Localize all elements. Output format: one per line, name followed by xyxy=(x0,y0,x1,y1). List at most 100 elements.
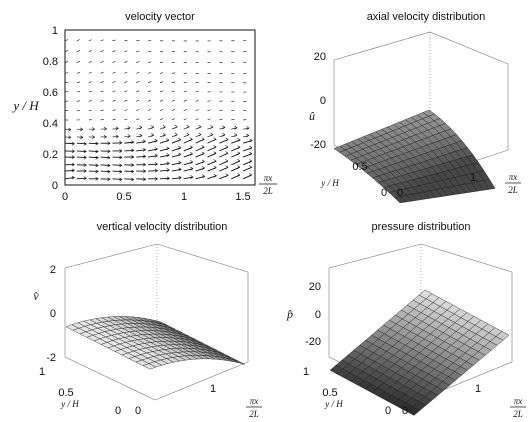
x-axis-label-den: 2L xyxy=(249,409,259,419)
velocity-arrow xyxy=(64,177,75,180)
velocity-arrow-head xyxy=(246,133,250,138)
velocity-arrow-head xyxy=(115,134,119,139)
velocity-arrow xyxy=(76,91,81,93)
velocity-arrow-head xyxy=(91,135,95,139)
x-tick: 0 xyxy=(397,187,403,199)
velocity-arrow-head xyxy=(127,126,131,130)
velocity-arrow xyxy=(136,135,143,138)
velocity-arrow xyxy=(88,50,92,52)
y-tick: 0 xyxy=(385,405,391,417)
y-axis-label: y / H xyxy=(60,399,79,409)
velocity-arrow xyxy=(88,39,92,42)
velocity-arrow-head xyxy=(237,145,241,150)
velocity-arrow-head xyxy=(71,155,75,160)
velocity-arrow xyxy=(159,139,170,144)
velocity-arrow xyxy=(112,118,116,121)
velocity-arrow xyxy=(195,118,199,121)
velocity-arrow xyxy=(64,72,69,74)
velocity-arrow xyxy=(195,175,205,180)
velocity-arrow xyxy=(76,156,87,159)
velocity-arrow-head xyxy=(71,141,75,146)
velocity-arrow-head xyxy=(83,163,87,167)
velocity-arrow-head xyxy=(213,173,217,178)
velocity-arrow xyxy=(171,177,182,180)
velocity-arrow xyxy=(243,135,250,138)
x-tick: 1 xyxy=(181,191,187,203)
y-tick: 0.4 xyxy=(43,118,58,130)
velocity-arrow-head xyxy=(131,148,135,153)
velocity-arrow-head xyxy=(154,177,158,181)
axial-velocity-cell xyxy=(483,179,496,190)
axes-box-3 xyxy=(64,243,249,401)
velocity-arrow xyxy=(64,169,75,172)
x-tick: 1 xyxy=(475,383,481,395)
velocity-arrow xyxy=(171,162,182,166)
velocity-arrow xyxy=(112,178,123,180)
velocity-arrow xyxy=(183,168,194,172)
velocity-arrow xyxy=(195,91,199,93)
velocity-arrow-head xyxy=(166,146,170,151)
velocity-arrow-head xyxy=(142,147,146,152)
velocity-arrow-head xyxy=(131,163,135,167)
velocity-arrow-head xyxy=(166,138,170,142)
velocity-arrow xyxy=(231,119,235,121)
velocity-arrow xyxy=(124,39,128,42)
velocity-arrow-head xyxy=(222,125,226,130)
velocity-arrow xyxy=(124,50,128,52)
x-tick: 0.5 xyxy=(116,191,131,203)
velocity-arrow xyxy=(136,50,140,52)
velocity-arrow xyxy=(88,60,92,63)
velocity-arrow-head xyxy=(249,145,253,150)
velocity-arrow-head xyxy=(107,141,111,146)
vector-field xyxy=(64,39,253,182)
velocity-arrow-head xyxy=(190,160,193,164)
z-tick: 20 xyxy=(309,281,321,293)
velocity-arrow-head xyxy=(178,145,182,150)
velocity-arrow xyxy=(219,109,223,111)
velocity-arrow-head xyxy=(189,151,193,156)
velocity-arrow xyxy=(64,142,75,145)
velocity-arrow-head xyxy=(83,149,87,154)
velocity-arrow xyxy=(136,109,140,111)
velocity-arrow xyxy=(148,148,158,152)
velocity-arrow xyxy=(136,118,140,121)
y-axis-label: y / H xyxy=(320,178,339,188)
y-tick: 0.5 xyxy=(352,161,367,173)
velocity-arrow-head xyxy=(225,173,229,178)
velocity-arrow-head xyxy=(213,165,217,170)
panel-1-plot-area xyxy=(64,29,256,186)
velocity-arrow-head xyxy=(166,168,170,172)
velocity-arrow-head xyxy=(83,141,87,146)
velocity-arrow-head xyxy=(154,153,158,158)
velocity-arrow xyxy=(88,156,99,159)
velocity-arrow-head xyxy=(107,169,111,174)
x-tick: 1 xyxy=(210,383,216,395)
velocity-arrow-head xyxy=(202,174,205,179)
velocity-arrow xyxy=(159,147,170,152)
velocity-arrow-head xyxy=(142,177,146,182)
z-tick: 0 xyxy=(315,309,321,321)
velocity-arrow xyxy=(76,39,80,42)
velocity-arrow xyxy=(112,81,116,83)
velocity-arrow xyxy=(183,90,187,93)
velocity-arrow xyxy=(207,175,217,180)
z-axis-label: v̂ xyxy=(33,289,39,303)
velocity-arrow-head xyxy=(237,151,241,156)
z-tick: 20 xyxy=(314,51,326,63)
velocity-arrow-head xyxy=(142,154,146,159)
velocity-arrow xyxy=(159,90,164,93)
velocity-arrow-head xyxy=(131,155,135,159)
y-tick: 0 xyxy=(52,180,58,192)
velocity-arrow xyxy=(148,140,158,144)
z-tick: 2 xyxy=(50,264,56,276)
velocity-arrow-head xyxy=(131,177,135,182)
velocity-arrow xyxy=(183,176,194,180)
y-tick: 0.6 xyxy=(43,87,58,99)
velocity-arrow xyxy=(148,118,152,121)
velocity-arrow xyxy=(195,161,205,166)
velocity-arrow xyxy=(76,81,81,83)
velocity-arrow-head xyxy=(201,151,205,156)
velocity-arrow xyxy=(124,99,128,102)
y-tick: 1 xyxy=(303,366,309,378)
velocity-arrow xyxy=(159,99,164,102)
